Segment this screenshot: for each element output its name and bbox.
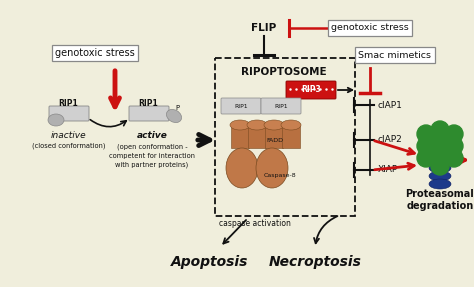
Text: cIAP2: cIAP2 bbox=[378, 135, 403, 144]
Ellipse shape bbox=[429, 163, 451, 173]
Text: cIAP1: cIAP1 bbox=[378, 100, 403, 110]
Text: with partner proteins): with partner proteins) bbox=[115, 162, 189, 168]
Text: genotoxic stress: genotoxic stress bbox=[331, 24, 409, 32]
Ellipse shape bbox=[247, 120, 267, 130]
Ellipse shape bbox=[429, 147, 451, 157]
Text: competent for interaction: competent for interaction bbox=[109, 153, 195, 159]
Text: Necroptosis: Necroptosis bbox=[269, 255, 362, 269]
FancyBboxPatch shape bbox=[129, 106, 169, 121]
Ellipse shape bbox=[429, 155, 451, 165]
Text: caspase activation: caspase activation bbox=[219, 220, 291, 228]
Circle shape bbox=[445, 125, 463, 143]
Text: inactive: inactive bbox=[51, 131, 87, 139]
Text: RIP1: RIP1 bbox=[234, 104, 248, 108]
Ellipse shape bbox=[166, 109, 182, 123]
Text: XIAP: XIAP bbox=[378, 166, 398, 174]
Text: RIP1: RIP1 bbox=[274, 104, 288, 108]
FancyBboxPatch shape bbox=[49, 106, 89, 121]
Circle shape bbox=[417, 149, 435, 167]
Ellipse shape bbox=[429, 171, 451, 181]
Ellipse shape bbox=[281, 120, 301, 130]
Ellipse shape bbox=[429, 179, 451, 189]
Ellipse shape bbox=[256, 148, 288, 188]
Text: Smac mimetics: Smac mimetics bbox=[358, 51, 431, 59]
Circle shape bbox=[445, 137, 463, 155]
Circle shape bbox=[431, 145, 449, 163]
Ellipse shape bbox=[226, 148, 258, 188]
Bar bbox=[282, 126, 300, 148]
Text: RIP3: RIP3 bbox=[301, 86, 321, 94]
Text: RIP1: RIP1 bbox=[58, 98, 78, 108]
Text: FLIP: FLIP bbox=[251, 23, 277, 33]
Circle shape bbox=[431, 157, 449, 175]
Circle shape bbox=[431, 121, 449, 139]
Text: (open conformation -: (open conformation - bbox=[117, 144, 187, 150]
Circle shape bbox=[417, 125, 435, 143]
Bar bbox=[231, 126, 249, 148]
Circle shape bbox=[445, 149, 463, 167]
Ellipse shape bbox=[48, 114, 64, 126]
FancyBboxPatch shape bbox=[221, 98, 261, 114]
FancyBboxPatch shape bbox=[261, 98, 301, 114]
Bar bbox=[265, 126, 283, 148]
Text: P: P bbox=[175, 105, 179, 111]
Text: Caspase-8: Caspase-8 bbox=[264, 172, 296, 177]
Text: RIPOPTOSOME: RIPOPTOSOME bbox=[241, 67, 327, 77]
Text: Proteasomal
degradation: Proteasomal degradation bbox=[406, 189, 474, 211]
Text: (closed conformation): (closed conformation) bbox=[32, 143, 106, 149]
Text: RIP1: RIP1 bbox=[138, 98, 158, 108]
Ellipse shape bbox=[264, 120, 284, 130]
Text: genotoxic stress: genotoxic stress bbox=[55, 48, 135, 58]
Text: active: active bbox=[137, 131, 167, 139]
Text: FADD: FADD bbox=[266, 139, 283, 144]
Text: Apoptosis: Apoptosis bbox=[171, 255, 249, 269]
Circle shape bbox=[431, 133, 449, 151]
Bar bbox=[248, 126, 266, 148]
FancyBboxPatch shape bbox=[286, 81, 336, 99]
Ellipse shape bbox=[230, 120, 250, 130]
Circle shape bbox=[417, 137, 435, 155]
